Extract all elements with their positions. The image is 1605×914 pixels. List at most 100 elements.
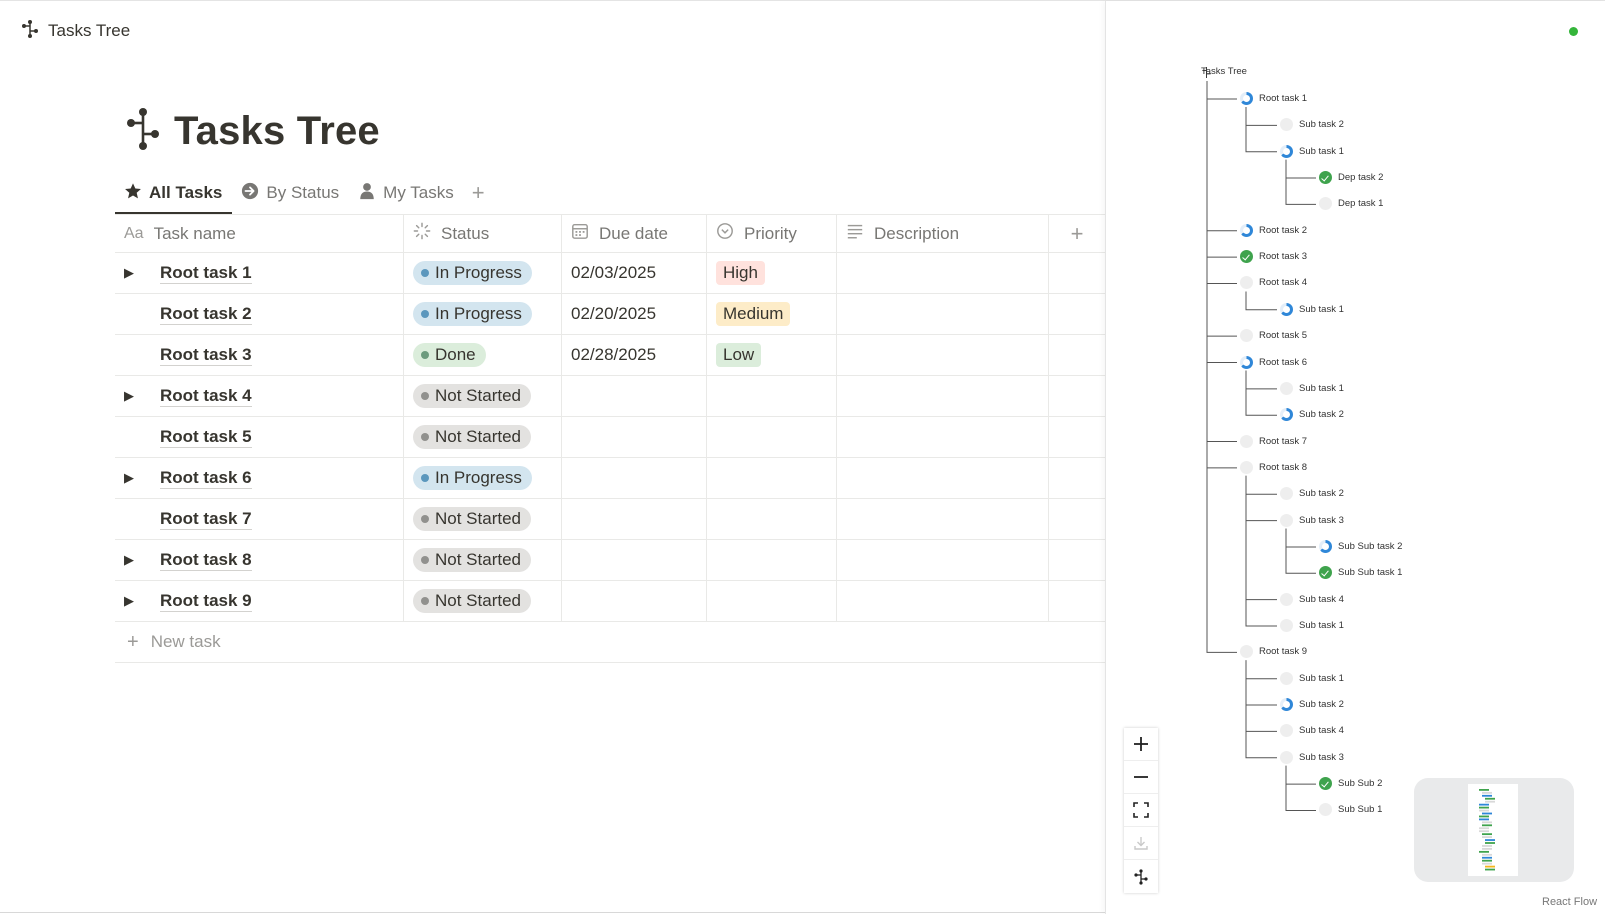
tab-all-tasks[interactable]: All Tasks bbox=[115, 173, 233, 214]
task-name[interactable]: Root task 9 bbox=[160, 590, 252, 612]
priority-cell[interactable] bbox=[707, 458, 837, 498]
task-name-cell[interactable]: ▶ Root task 8 bbox=[115, 540, 404, 580]
description-cell[interactable] bbox=[837, 253, 1049, 293]
description-cell[interactable] bbox=[837, 581, 1049, 621]
tree-node[interactable]: Root task 1 bbox=[1240, 92, 1307, 105]
priority-cell[interactable]: High bbox=[707, 253, 837, 293]
expand-toggle-icon[interactable]: ▶ bbox=[124, 593, 134, 608]
priority-cell[interactable]: Medium bbox=[707, 294, 837, 334]
description-cell[interactable] bbox=[837, 417, 1049, 457]
zoom-out-button[interactable] bbox=[1124, 761, 1158, 794]
add-view-button[interactable]: + bbox=[471, 180, 485, 205]
tree-root-node[interactable]: Tasks Tree bbox=[1201, 66, 1247, 78]
task-name-cell[interactable]: Root task 5 bbox=[115, 417, 404, 457]
expand-toggle-icon[interactable]: ▶ bbox=[124, 388, 134, 403]
tree-layout-button[interactable] bbox=[1124, 860, 1158, 893]
tree-node[interactable]: Sub Sub 2 bbox=[1319, 777, 1382, 791]
expand-toggle-icon[interactable]: ▶ bbox=[124, 552, 134, 567]
tree-node[interactable]: Root task 8 bbox=[1240, 460, 1307, 474]
tree-node[interactable]: Sub task 1 bbox=[1280, 144, 1344, 158]
description-cell[interactable] bbox=[837, 458, 1049, 498]
tree-node[interactable]: Sub task 3 bbox=[1280, 750, 1344, 764]
table-row[interactable]: ▶ Root task 1 In Progress 02/03/2025 High bbox=[115, 253, 1105, 294]
tree-node[interactable]: Sub Sub 1 bbox=[1319, 803, 1382, 817]
download-button[interactable] bbox=[1124, 827, 1158, 860]
task-name-cell[interactable]: ▶ Root task 4 bbox=[115, 376, 404, 416]
priority-cell[interactable]: Low bbox=[707, 335, 837, 375]
tree-node[interactable]: Sub task 2 bbox=[1280, 487, 1344, 501]
table-row[interactable]: Root task 7 Not Started bbox=[115, 499, 1105, 540]
tree-node[interactable]: Sub task 4 bbox=[1280, 592, 1344, 606]
expand-toggle-icon[interactable]: ▶ bbox=[124, 265, 134, 280]
column-header-description[interactable]: Description bbox=[837, 215, 1049, 252]
task-name[interactable]: Root task 4 bbox=[160, 385, 252, 407]
column-header-due-date[interactable]: Due date bbox=[562, 215, 707, 252]
status-cell[interactable]: Done bbox=[404, 335, 562, 375]
expand-toggle-icon[interactable]: ▶ bbox=[124, 470, 134, 485]
status-cell[interactable]: Not Started bbox=[404, 376, 562, 416]
priority-cell[interactable] bbox=[707, 581, 837, 621]
column-header-priority[interactable]: Priority bbox=[707, 215, 837, 252]
tree-node[interactable]: Sub task 3 bbox=[1280, 513, 1344, 527]
table-row[interactable]: Root task 5 Not Started bbox=[115, 417, 1105, 458]
tree-node[interactable]: Root task 9 bbox=[1240, 645, 1307, 659]
task-name[interactable]: Root task 6 bbox=[160, 467, 252, 489]
tree-node[interactable]: Root task 5 bbox=[1240, 329, 1307, 343]
description-cell[interactable] bbox=[837, 294, 1049, 334]
task-name-cell[interactable]: Root task 7 bbox=[115, 499, 404, 539]
table-row[interactable]: Root task 2 In Progress 02/20/2025 Medium bbox=[115, 294, 1105, 335]
tree-node[interactable]: Dep task 2 bbox=[1319, 171, 1383, 185]
tree-node[interactable]: Dep task 1 bbox=[1319, 197, 1383, 211]
tree-node[interactable]: Root task 2 bbox=[1240, 223, 1307, 237]
new-task-button[interactable]: + New task bbox=[115, 622, 1105, 663]
tree-node[interactable]: Root task 7 bbox=[1240, 434, 1307, 448]
priority-cell[interactable] bbox=[707, 499, 837, 539]
tree-node[interactable]: Sub task 4 bbox=[1280, 724, 1344, 738]
tree-node[interactable]: Sub task 1 bbox=[1280, 671, 1344, 685]
due-date-cell[interactable] bbox=[562, 376, 707, 416]
status-cell[interactable]: In Progress bbox=[404, 458, 562, 498]
status-cell[interactable]: Not Started bbox=[404, 499, 562, 539]
status-cell[interactable]: In Progress bbox=[404, 294, 562, 334]
table-row[interactable]: ▶ Root task 6 In Progress bbox=[115, 458, 1105, 499]
status-cell[interactable]: Not Started bbox=[404, 540, 562, 580]
tree-node[interactable]: Root task 3 bbox=[1240, 250, 1307, 264]
tree-canvas[interactable]: Tasks Tree Root task 1 Sub task 2 Sub task … bbox=[1106, 1, 1605, 914]
priority-cell[interactable] bbox=[707, 376, 837, 416]
table-row[interactable]: ▶ Root task 4 Not Started bbox=[115, 376, 1105, 417]
due-date-cell[interactable] bbox=[562, 581, 707, 621]
due-date-cell[interactable] bbox=[562, 458, 707, 498]
column-header-status[interactable]: Status bbox=[404, 215, 562, 252]
task-name-cell[interactable]: ▶ Root task 6 bbox=[115, 458, 404, 498]
zoom-in-button[interactable] bbox=[1124, 728, 1158, 761]
add-property-button[interactable]: + bbox=[1049, 215, 1105, 252]
task-name-cell[interactable]: Root task 3 bbox=[115, 335, 404, 375]
tree-node[interactable]: Sub task 2 bbox=[1280, 118, 1344, 132]
task-name-cell[interactable]: ▶ Root task 9 bbox=[115, 581, 404, 621]
tree-node[interactable]: Sub Sub task 2 bbox=[1319, 539, 1402, 553]
description-cell[interactable] bbox=[837, 376, 1049, 416]
breadcrumb[interactable]: Tasks Tree bbox=[20, 19, 130, 43]
description-cell[interactable] bbox=[837, 335, 1049, 375]
status-cell[interactable]: Not Started bbox=[404, 581, 562, 621]
description-cell[interactable] bbox=[837, 499, 1049, 539]
task-name[interactable]: Root task 1 bbox=[160, 262, 252, 284]
tab-my-tasks[interactable]: My Tasks bbox=[349, 173, 464, 213]
task-name-cell[interactable]: ▶ Root task 1 bbox=[115, 253, 404, 293]
due-date-cell[interactable]: 02/03/2025 bbox=[562, 253, 707, 293]
react-flow-attribution[interactable]: React Flow bbox=[1542, 896, 1598, 908]
tree-node[interactable]: Sub task 1 bbox=[1280, 381, 1344, 395]
task-name[interactable]: Root task 3 bbox=[160, 344, 252, 366]
tree-node[interactable]: Sub task 2 bbox=[1280, 698, 1344, 712]
due-date-cell[interactable] bbox=[562, 499, 707, 539]
tab-by-status[interactable]: By Status bbox=[232, 173, 349, 213]
due-date-cell[interactable] bbox=[562, 540, 707, 580]
table-row[interactable]: ▶ Root task 9 Not Started bbox=[115, 581, 1105, 622]
status-cell[interactable]: In Progress bbox=[404, 253, 562, 293]
minimap[interactable] bbox=[1414, 778, 1574, 882]
task-name[interactable]: Root task 8 bbox=[160, 549, 252, 571]
due-date-cell[interactable] bbox=[562, 417, 707, 457]
tree-node[interactable]: Sub task 1 bbox=[1280, 302, 1344, 316]
task-name[interactable]: Root task 5 bbox=[160, 426, 252, 448]
tree-node[interactable]: Sub task 1 bbox=[1280, 619, 1344, 632]
